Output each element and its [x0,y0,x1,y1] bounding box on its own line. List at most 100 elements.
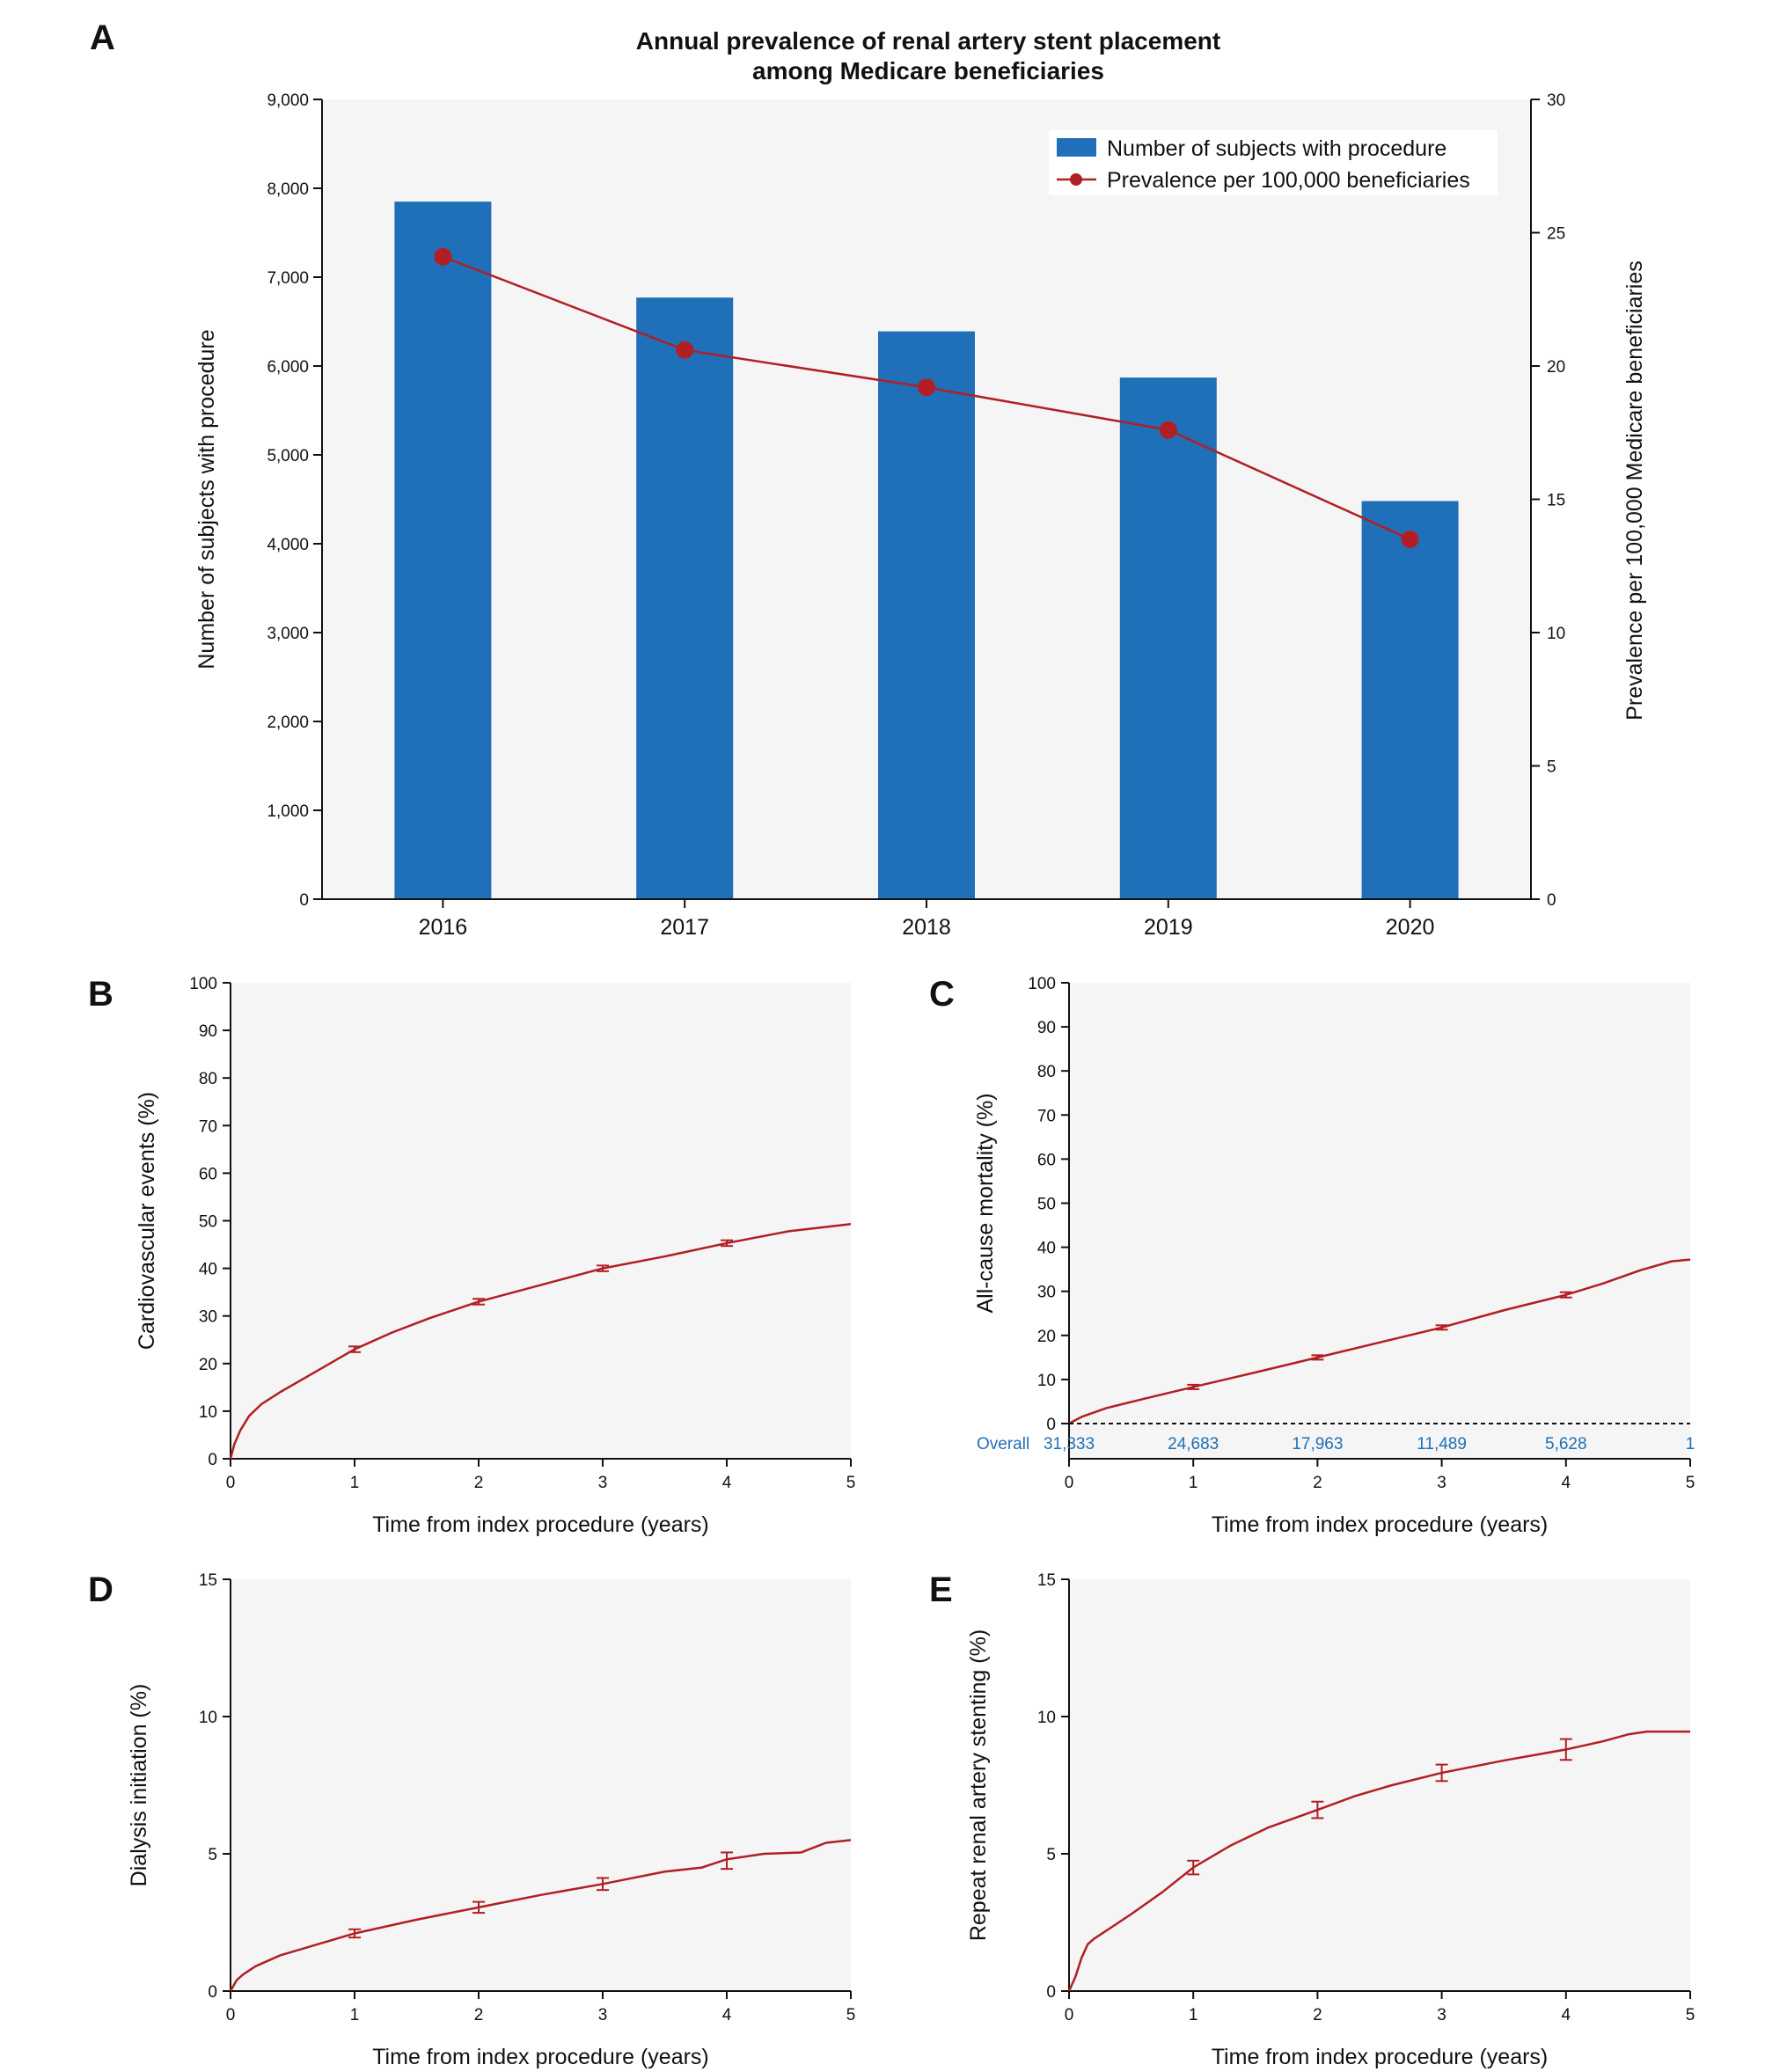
chart-d-x-tick-label: 3 [598,2006,608,2024]
chart-a-x-tick-label: 2020 [1386,915,1435,940]
chart-c-risk-value: 1 [1686,1435,1695,1453]
chart-d-y-tick-label: 10 [199,1709,217,1727]
chart-e-plot-area [1069,1579,1690,1991]
chart-d-x-tick-label: 0 [226,2006,236,2024]
chart-a-x-tick-label: 2017 [660,915,709,940]
chart-d-x-tick-label: 1 [350,2006,360,2024]
chart-c-risk-table: Overall 31,333 24,683 17,963 11,489 5,628 1 [977,1435,1695,1453]
panel-label-d: D [88,1570,114,1609]
chart-c-y-tick-label: 30 [1037,1284,1056,1302]
chart-c-y-tick-label: 50 [1037,1196,1056,1214]
chart-b-x-tick-label: 5 [846,1474,856,1492]
chart-d-y-tick-label: 15 [199,1571,217,1590]
chart-a-legend-label-line: Prevalence per 100,000 beneficiaries [1107,168,1470,193]
chart-d-x-tick-label: 4 [722,2006,732,2024]
chart-a-y-tick-label: 9,000 [267,92,309,110]
chart-a-y-tick-label: 4,000 [267,536,309,554]
chart-b-y-tick-label: 0 [208,1451,217,1469]
chart-d: 0 5 10 15 0 1 2 3 4 5 Time from index procedure (y… [127,1571,855,2069]
chart-a-title-line2: among Medicare beneficiaries [752,57,1104,84]
chart-d-y-axis-label: Dialysis initiation (%) [127,1684,151,1887]
chart-b-x-tick-label: 3 [598,1474,608,1492]
panel-label-b: B [88,975,114,1014]
chart-c-y-tick-label: 80 [1037,1063,1056,1081]
chart-e-y-tick-label: 15 [1037,1571,1056,1590]
chart-a-y-tick-label: 5,000 [267,447,309,465]
chart-e-error-bar [1311,1800,1324,1819]
chart-b-y-tick-label: 50 [199,1213,217,1232]
chart-c-error-bar [1435,1324,1448,1331]
chart-a: 0 1,000 2,000 3,000 4,000 5,000 6,000 7,000 8,00… [194,92,1647,940]
chart-a-y2-tick-label: 10 [1547,625,1565,643]
chart-c-risk-value: 5,628 [1545,1435,1587,1453]
chart-c-y-tick-label: 0 [1046,1416,1056,1434]
chart-b-x-axis-label: Time from index procedure (years) [372,1512,709,1537]
chart-a-y-tick-label: 2,000 [267,714,309,732]
chart-a-y-tick-label: 1,000 [267,802,309,821]
chart-e-x-tick-label: 5 [1686,2006,1695,2024]
chart-b-y-tick-label: 20 [199,1356,217,1374]
chart-b-x-tick-label: 1 [350,1474,360,1492]
chart-b-error-bar [348,1345,361,1353]
chart-a-y2-tick-label: 30 [1547,92,1565,110]
chart-a-prevalence-point [434,247,452,266]
chart-b-y-tick-label: 10 [199,1403,217,1422]
chart-e-y-tick-label: 5 [1046,1846,1056,1864]
chart-c-y-tick-label: 70 [1037,1107,1056,1125]
chart-b-plot-area [231,983,851,1459]
chart-e-x-tick-label: 3 [1437,2006,1446,2024]
chart-c-x-tick-label: 5 [1686,1474,1695,1492]
chart-c-risk-value: 17,963 [1292,1435,1343,1453]
chart-d-error-bar [472,1900,485,1915]
chart-a-y-tick-label: 7,000 [267,269,309,288]
chart-b-y-axis-label: Cardiovascular events (%) [135,1092,159,1350]
chart-e-error-bar [1187,1859,1200,1876]
chart-d-error-bar [721,1851,733,1871]
chart-b-y-tick-label: 90 [199,1022,217,1041]
chart-b-y-tick-label: 60 [199,1165,217,1183]
chart-c-x-tick-label: 3 [1437,1474,1446,1492]
chart-a-y2-tick-label: 15 [1547,492,1565,510]
chart-a-legend-swatch-bar [1057,138,1096,157]
chart-a-bar [1361,501,1459,899]
panel-label-c: C [929,975,955,1014]
chart-e-x-tick-label: 4 [1562,2006,1571,2024]
chart-c: 0 10 20 30 40 50 60 70 80 90 100 0 1 2 3 4 5 Time from in… [973,975,1695,1537]
chart-a-bar [878,331,975,899]
chart-d-x-axis-label: Time from index procedure (years) [372,2045,709,2069]
panel-label-a: A [90,18,115,57]
chart-d-y-tick-label: 5 [208,1846,217,1864]
chart-a-legend-label-bar: Number of subjects with procedure [1107,136,1446,161]
chart-e-error-bar [1435,1763,1448,1783]
chart-c-curve [1068,1258,1691,1425]
chart-b-y-tick-label: 70 [199,1117,217,1136]
chart-a-x-tick-label: 2018 [902,915,951,940]
chart-b-x-tick-label: 0 [226,1474,236,1492]
chart-d-x-tick-label: 5 [846,2006,856,2024]
chart-a-prevalence-point [676,340,694,359]
chart-d-x-tick-label: 2 [474,2006,484,2024]
chart-c-y-tick-label: 90 [1037,1019,1056,1037]
chart-e-x-tick-label: 1 [1189,2006,1198,2024]
chart-c-y-tick-label: 40 [1037,1240,1056,1258]
chart-c-risk-label: Overall [977,1435,1029,1453]
chart-a-y2-tick-label: 5 [1547,758,1556,777]
chart-a-y2-tick-label: 25 [1547,225,1565,244]
chart-c-x-tick-label: 4 [1562,1474,1571,1492]
chart-c-y-tick-label: 100 [1028,975,1056,993]
chart-b-y-tick-label: 80 [199,1070,217,1088]
chart-a-y2-axis-label: Prevalence per 100,000 Medicare benefici… [1622,260,1647,721]
chart-a-prevalence-point [1401,530,1419,548]
chart-a-y2-tick-label: 20 [1547,358,1565,377]
chart-c-y-tick-label: 10 [1037,1372,1056,1390]
chart-a-legend-box [1049,130,1498,195]
chart-b-y-tick-label: 100 [189,975,217,993]
chart-c-x-tick-label: 0 [1065,1474,1074,1492]
chart-c-y-axis-label: All-cause mortality (%) [973,1093,998,1313]
chart-c-risk-value: 11,489 [1417,1435,1467,1453]
chart-d-error-bar [348,1928,361,1939]
chart-a-y2-tick-label: 0 [1547,891,1556,910]
chart-e-y-axis-label: Repeat renal artery stenting (%) [966,1629,991,1941]
chart-a-bar [1119,377,1217,899]
